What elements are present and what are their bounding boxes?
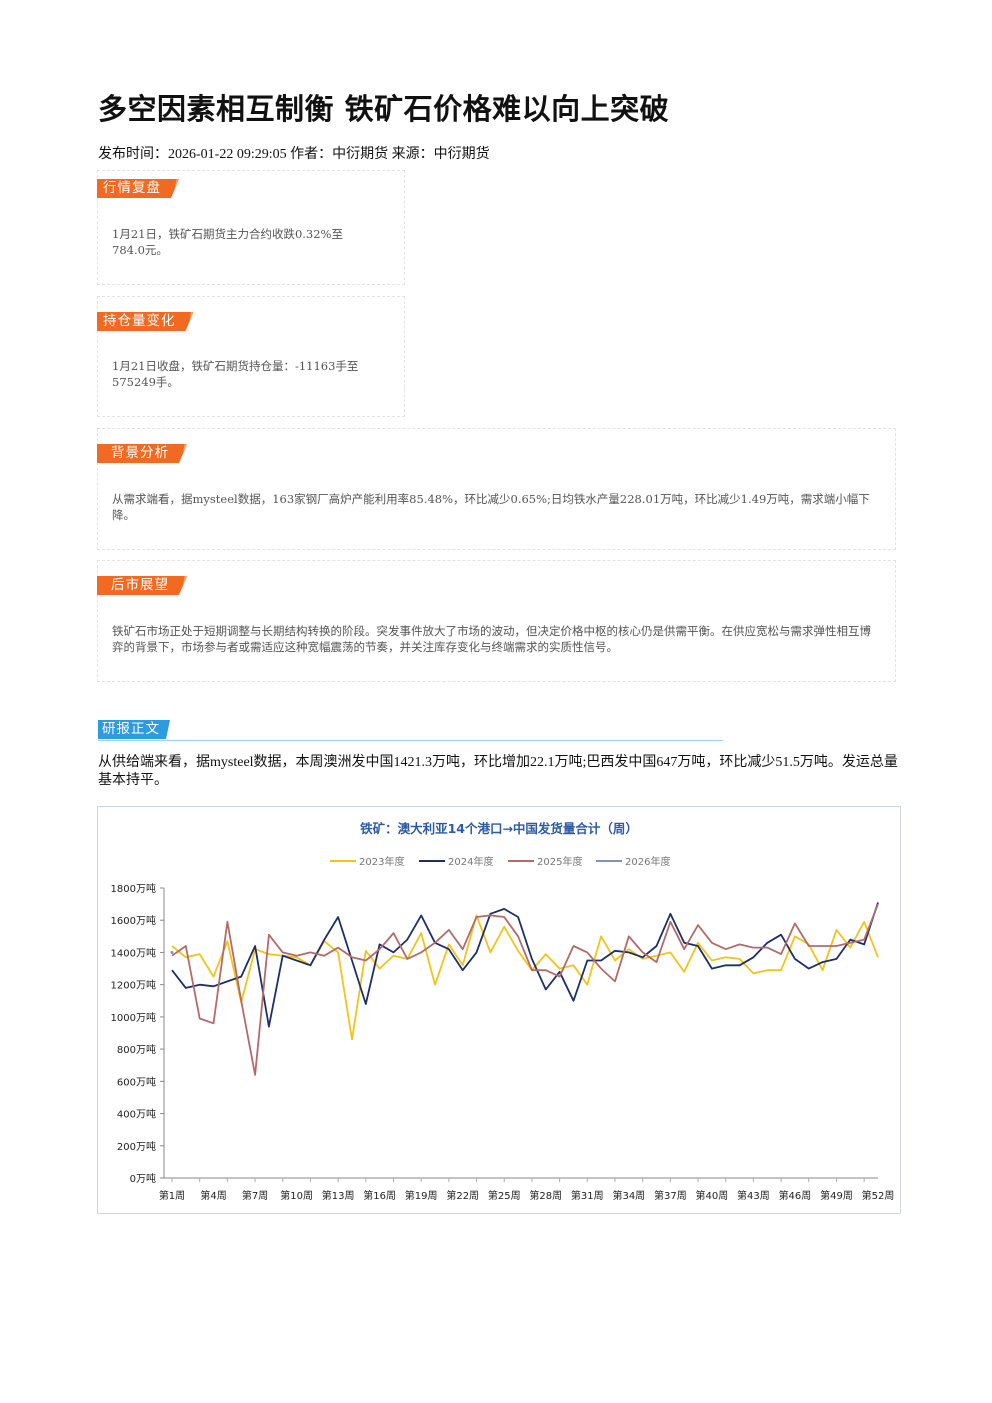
tag-open-interest: 持仓量变化 [97, 312, 194, 331]
x-tick-label: 第37周 [654, 1189, 687, 1202]
x-tick-label: 第31周 [571, 1189, 604, 1202]
x-tick-label: 第10周 [280, 1189, 313, 1202]
x-tick-label: 第40周 [696, 1189, 729, 1202]
y-tick-label: 1000万吨 [111, 1011, 156, 1024]
card-background: 背景分析 从需求端看，据mysteel数据，163家钢厂高炉产能利用率85.48… [97, 428, 896, 550]
x-tick-label: 第25周 [488, 1189, 521, 1202]
x-tick-label: 第34周 [612, 1189, 645, 1202]
report-section-header: 研报正文 [98, 720, 723, 741]
chart-title: 铁矿：澳大利亚14个港口→中国发货量合计（周） [360, 821, 638, 836]
tag-outlook: 后市展望 [97, 576, 187, 595]
x-tick-label: 第28周 [529, 1189, 562, 1202]
series-point-3 [170, 950, 174, 954]
tag-market-review: 行情复盘 [97, 179, 179, 198]
series-line-1 [171, 902, 879, 1028]
article-meta: 发布时间：2026-01-22 09:29:05 作者：中衍期货 来源：中衍期货 [98, 147, 490, 162]
tag-background: 背景分析 [97, 444, 187, 463]
x-tick-label: 第19周 [405, 1189, 438, 1202]
x-tick-label: 第52周 [862, 1189, 895, 1202]
card-market-review: 行情复盘 1月21日，铁矿石期货主力合约收跌0.32%至784.0元。 [97, 170, 405, 285]
y-tick-label: 0万吨 [130, 1172, 156, 1185]
card-outlook-text: 铁矿石市场正处于短期调整与长期结构转换的阶段。突发事件放大了市场的波动，但决定价… [112, 624, 871, 654]
series-line-0 [171, 914, 879, 1041]
y-tick-label: 1800万吨 [111, 882, 156, 895]
card-market-review-text: 1月21日，铁矿石期货主力合约收跌0.32%至784.0元。 [112, 227, 343, 257]
legend-label-0: 2023年度 [359, 855, 404, 868]
x-tick-label: 第22周 [446, 1189, 479, 1202]
legend-label-3: 2026年度 [625, 855, 670, 868]
y-tick-label: 1600万吨 [111, 914, 156, 927]
shipment-line-chart: 铁矿：澳大利亚14个港口→中国发货量合计（周） 2023年度 2024年度 2025年… [111, 821, 895, 1202]
x-tick-label: 第7周 [242, 1189, 268, 1202]
x-tick-label: 第43周 [737, 1189, 770, 1202]
legend-label-1: 2024年度 [448, 855, 493, 868]
x-tick-label: 第1周 [159, 1189, 185, 1202]
x-tick-label: 第49周 [820, 1189, 853, 1202]
x-tick-label: 第16周 [363, 1189, 396, 1202]
y-tick-label: 800万吨 [117, 1043, 156, 1056]
card-outlook: 后市展望 铁矿石市场正处于短期调整与长期结构转换的阶段。突发事件放大了市场的波动… [97, 560, 896, 682]
card-background-text: 从需求端看，据mysteel数据，163家钢厂高炉产能利用率85.48%，环比减… [112, 492, 870, 522]
page-title: 多空因素相互制衡 铁矿石价格难以向上突破 [98, 92, 670, 126]
tag-report: 研报正文 [98, 720, 170, 739]
x-tick-label: 第4周 [200, 1189, 226, 1202]
series-line-2 [171, 903, 879, 1076]
card-open-interest: 持仓量变化 1月21日收盘，铁矿石期货持仓量：-11163手至575249手。 [97, 296, 405, 417]
report-body-text: 从供给端来看，据mysteel数据，本周澳洲发中国1421.3万吨，环比增加22… [98, 755, 898, 788]
y-tick-label: 200万吨 [117, 1140, 156, 1153]
chart-container: 铁矿：澳大利亚14个港口→中国发货量合计（周） 2023年度 2024年度 2025年… [97, 806, 901, 1214]
y-tick-label: 1200万吨 [111, 979, 156, 992]
card-open-interest-text: 1月21日收盘，铁矿石期货持仓量：-11163手至575249手。 [112, 359, 359, 389]
y-tick-label: 1400万吨 [111, 946, 156, 959]
legend-label-2: 2025年度 [537, 855, 582, 868]
y-tick-label: 400万吨 [117, 1108, 156, 1121]
x-tick-label: 第46周 [779, 1189, 812, 1202]
y-tick-label: 600万吨 [117, 1075, 156, 1088]
x-tick-label: 第13周 [322, 1189, 355, 1202]
